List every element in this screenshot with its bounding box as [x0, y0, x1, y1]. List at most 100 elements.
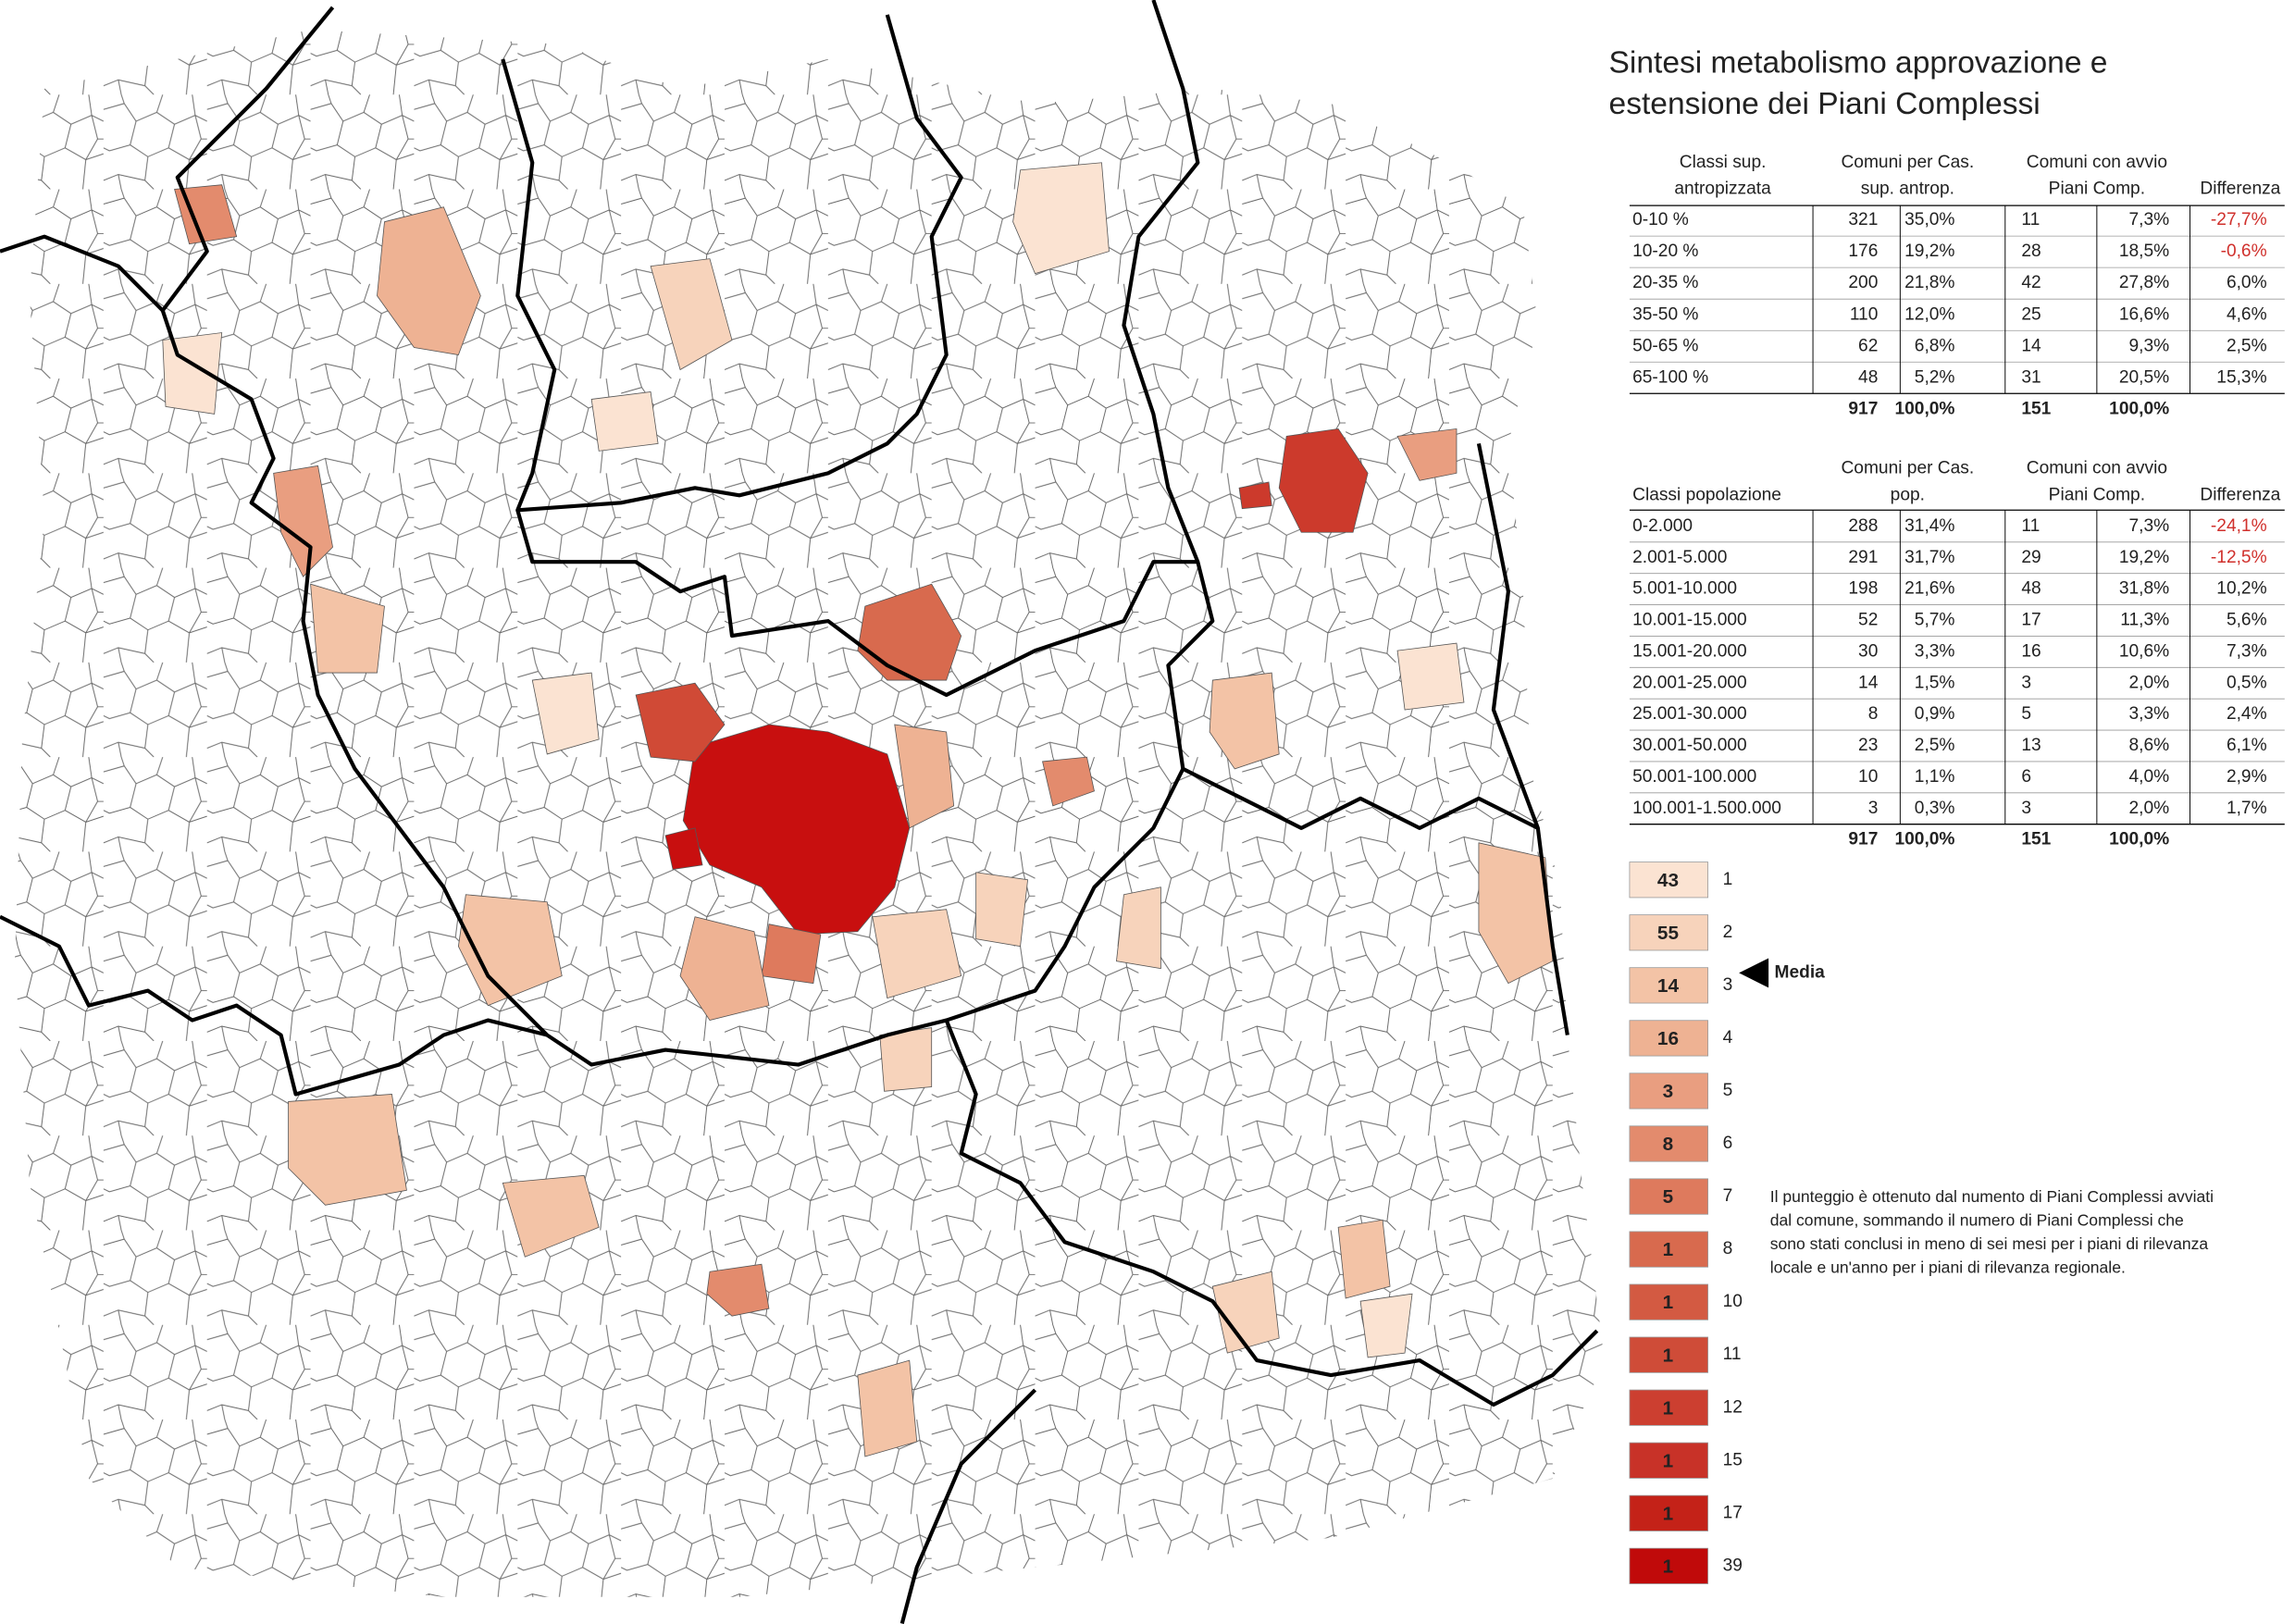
table-header: Comuni per Cas.	[1841, 459, 1974, 478]
table-cell: 19,2%	[2119, 548, 2169, 567]
table-cell: 28	[2021, 242, 2041, 261]
table-cell: 3,3%	[2128, 704, 2169, 724]
table-total: 151	[2021, 399, 2051, 418]
note-line: locale e un'anno per i piani di rilevanz…	[1770, 1258, 2126, 1277]
table-cell: 4,6%	[2227, 304, 2267, 324]
table-cell: 62	[1858, 336, 1878, 355]
table-cell: 14	[2021, 336, 2041, 355]
table-cell: 200	[1848, 273, 1878, 292]
table-total: 100,0%	[1894, 830, 1954, 849]
legend-swatch	[1629, 862, 1709, 899]
table-cell: 3	[2021, 673, 2031, 692]
table-header: Differenza	[2200, 485, 2280, 504]
table-cell: 20.001-25.000	[1632, 673, 1747, 692]
note: Il punteggio è ottenuto dal numento di P…	[1770, 1187, 2214, 1277]
table-cell: 8	[1868, 704, 1879, 724]
table-cell: 50.001-100.000	[1632, 767, 1756, 787]
table-cell: 31	[2021, 367, 2041, 387]
note-line: dal comune, sommando il numero di Piani …	[1770, 1211, 2184, 1230]
table-cell: 4,0%	[2128, 767, 2169, 787]
table-cell: 2,4%	[2227, 704, 2267, 724]
table-cell: 31,7%	[1904, 548, 1954, 567]
table-cell: 7,3%	[2128, 210, 2169, 229]
title-line: Sintesi metabolismo approvazione e	[1609, 45, 2108, 80]
table-cell: 7,3%	[2227, 641, 2267, 661]
table-cell: 17	[2021, 611, 2041, 630]
table-header: Piani Comp.	[2049, 485, 2145, 504]
table-cell: 0-2.000	[1632, 516, 1693, 536]
legend-swatch	[1629, 1389, 1709, 1426]
table-total: 917	[1848, 399, 1878, 418]
table-cell: 21,6%	[1904, 579, 1954, 599]
table-header: Classi sup.	[1680, 153, 1767, 172]
table-cell: 10,2%	[2216, 579, 2266, 599]
legend-count: 1	[1663, 1450, 1674, 1471]
legend-swatch	[1629, 1494, 1709, 1531]
table-total: 917	[1848, 830, 1878, 849]
table-cell: 100.001-1.500.000	[1632, 799, 1781, 818]
table-cell: 27,8%	[2119, 273, 2169, 292]
table-cell: 14	[1858, 673, 1879, 692]
table-cell: 3,3%	[1915, 641, 1955, 661]
province-borders	[0, 0, 1599, 1624]
table-cell: 10.001-15.000	[1632, 611, 1747, 630]
table-cell: 65-100 %	[1632, 367, 1708, 387]
table-cell: 11,3%	[2120, 611, 2169, 630]
table-cell: 20-35 %	[1632, 273, 1698, 292]
table-cell: 291	[1848, 548, 1878, 567]
legend-count: 5	[1663, 1186, 1674, 1208]
table-cell: -12,5%	[2211, 548, 2267, 567]
table-cell: 1,1%	[1915, 767, 1955, 787]
table-cell: 2,0%	[2128, 799, 2169, 818]
table-cell: 198	[1848, 579, 1878, 599]
legend-score: 17	[1723, 1503, 1743, 1522]
table-cell: 0,9%	[1915, 704, 1955, 724]
legend-score: 1	[1723, 870, 1733, 889]
map	[0, 0, 1605, 1624]
legend-count: 1	[1663, 1503, 1674, 1524]
table-cell: 25.001-30.000	[1632, 704, 1747, 724]
table-cell: 11	[2021, 210, 2040, 229]
table-header: pop.	[1891, 485, 1925, 504]
legend-swatch	[1629, 914, 1709, 951]
table-cell: 20,5%	[2119, 367, 2169, 387]
note-line: Il punteggio è ottenuto dal numento di P…	[1770, 1187, 2214, 1206]
table-cell: 3	[1868, 799, 1879, 818]
table-cell: 110	[1850, 304, 1879, 324]
legend-swatch	[1629, 1231, 1709, 1268]
legend-score: 5	[1723, 1081, 1733, 1100]
table-cell: 2,5%	[1915, 736, 1955, 755]
legend-score: 7	[1723, 1186, 1733, 1206]
table-cell: 35-50 %	[1632, 304, 1698, 324]
table-cell: 31,8%	[2119, 579, 2169, 599]
shaded-municipalities	[162, 162, 1554, 1457]
table-cell: 2,9%	[2227, 767, 2267, 787]
legend-score: 3	[1723, 975, 1733, 995]
table-cell: 6,8%	[1915, 336, 1955, 355]
table-cell: 5	[2021, 704, 2031, 724]
table-cell: 3	[2021, 799, 2031, 818]
legend-swatch	[1629, 1547, 1709, 1584]
table-header: Differenza	[2200, 180, 2280, 199]
table-cell: 7,3%	[2128, 516, 2169, 536]
average-label: Media	[1775, 962, 1826, 982]
table-cell: 2,5%	[2227, 336, 2267, 355]
legend-count: 1	[1663, 1397, 1674, 1419]
table-cell: 16	[2021, 641, 2041, 661]
table-cell: 5.001-10.000	[1632, 579, 1737, 599]
table-cell: 10,6%	[2119, 641, 2169, 661]
table-total: 100,0%	[2109, 830, 2169, 849]
table-cell: 10-20 %	[1632, 242, 1698, 261]
table-cell: 30.001-50.000	[1632, 736, 1747, 755]
table-cell: 2,0%	[2128, 673, 2169, 692]
legend-swatch	[1629, 1178, 1709, 1215]
table-cell: 6,1%	[2227, 736, 2267, 755]
legend-count: 55	[1657, 923, 1679, 944]
table-cell: 6,0%	[2227, 273, 2267, 292]
table-cell: 321	[1848, 210, 1878, 229]
table-cell: 50-65 %	[1632, 336, 1698, 355]
table-cell: 5,6%	[2227, 611, 2267, 630]
table-cell: 0,5%	[2227, 673, 2267, 692]
legend-count: 1	[1663, 1292, 1674, 1313]
table-cell: 29	[2021, 548, 2041, 567]
